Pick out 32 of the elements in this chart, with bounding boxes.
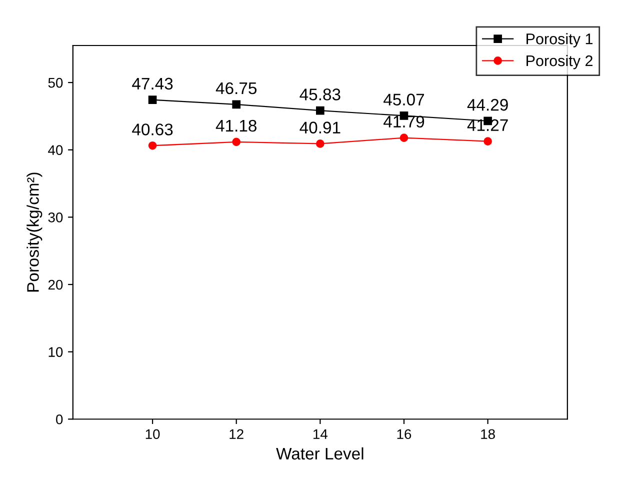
data-label: 41.18 [216,120,256,132]
legend-label: Porosity 1 [526,33,592,48]
y-tick-label: 20 [48,280,63,290]
y-tick-label: 10 [48,347,63,357]
x-axis-title: Water Level [276,447,364,460]
data-label: 47.43 [132,78,173,90]
y-tick-label: 50 [48,78,63,88]
data-label: 45.83 [300,88,340,100]
data-label: 44.29 [467,98,508,111]
x-tick-label: 18 [481,429,495,440]
point [316,140,324,148]
x-tick-label: 10 [146,429,160,440]
point [148,141,157,150]
y-tick-label: 0 [56,414,63,424]
data-label: 45.07 [384,94,424,106]
point [148,96,157,104]
x-tick-label: 16 [397,429,412,440]
point [400,134,408,142]
point [316,106,324,115]
data-label: 40.63 [132,124,173,136]
x-tick-label: 12 [230,429,244,439]
point [484,137,492,146]
point [232,138,241,146]
y-tick-label: 40 [48,145,63,156]
point [232,100,241,109]
legend-label: Porosity 2 [526,54,592,70]
data-label: 46.75 [216,82,257,94]
y-tick-label: 30 [48,212,63,222]
data-label: 40.91 [300,122,340,134]
y-axis-title: Porosity(kg/cm²) [26,172,42,292]
data-label: 41.27 [467,119,508,131]
x-tick-label: 14 [314,429,328,439]
